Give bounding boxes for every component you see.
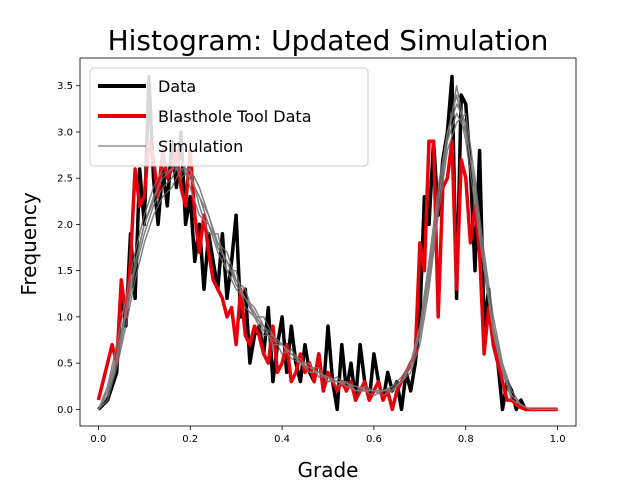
x-tick-label: 0.2 xyxy=(182,434,198,445)
x-axis: 0.0 0.2 0.4 0.6 0.8 1.0 xyxy=(90,426,566,445)
legend-label-data: Data xyxy=(158,77,196,96)
y-tick-label: 2.5 xyxy=(57,174,73,185)
y-tick-label: 2.0 xyxy=(57,220,73,231)
y-tick-label: 0.0 xyxy=(57,405,73,416)
x-tick-label: 0.4 xyxy=(274,434,290,445)
y-axis-label: Frequency xyxy=(17,192,41,295)
y-tick-label: 3.5 xyxy=(57,81,73,92)
y-axis: 0.0 0.5 1.0 1.5 2.0 2.5 3.0 3.5 xyxy=(57,81,80,416)
y-tick-label: 3.0 xyxy=(57,127,73,138)
legend-box xyxy=(89,67,369,167)
y-tick-label: 1.0 xyxy=(57,312,73,323)
x-axis-label: Grade xyxy=(298,458,359,480)
plot-frame xyxy=(79,57,577,427)
chart-title: Histogram: Updated Simulation xyxy=(108,24,549,57)
legend-label-blasthole: Blasthole Tool Data xyxy=(158,107,312,126)
y-tick-label: 1.5 xyxy=(57,266,73,277)
legend: Data Blasthole Tool Data Simulation xyxy=(89,67,369,167)
x-tick-label: 0.8 xyxy=(458,434,474,445)
x-tick-label: 0.6 xyxy=(366,434,382,445)
y-tick-label: 0.5 xyxy=(57,359,73,370)
x-tick-label: 0.0 xyxy=(90,434,106,445)
series-line-simulation-overlay xyxy=(97,103,558,410)
legend-label-simulation: Simulation xyxy=(158,137,243,156)
x-tick-label: 1.0 xyxy=(550,434,566,445)
